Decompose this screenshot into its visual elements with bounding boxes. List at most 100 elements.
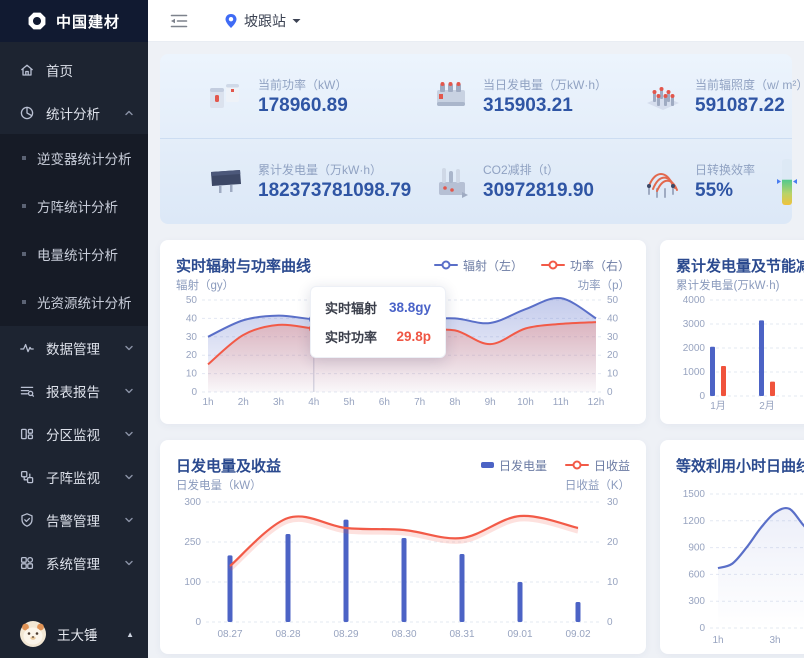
legend-item-daily-revenue[interactable]: 日收益 — [564, 457, 630, 474]
svg-text:4000: 4000 — [683, 295, 706, 306]
sub-item-label: 方阵统计分析 — [37, 200, 118, 215]
stat-conversion-efficiency: 日转换效率 55% — [605, 139, 798, 224]
svg-text:08.31: 08.31 — [449, 629, 474, 640]
axis-labels: 日发电量（kW） 日收益（K） — [176, 476, 630, 494]
svg-text:30: 30 — [186, 332, 198, 343]
sidebar-subitem-light-resource-stats[interactable]: 光资源统计分析 — [0, 278, 148, 326]
svg-text:2月: 2月 — [759, 400, 775, 412]
svg-text:40: 40 — [186, 313, 198, 324]
charts-row-2: 日发电量及收益 日发电量 日收益 日发电量（kW） 日收益（K） 0 100 250… — [160, 440, 804, 654]
sidebar-item-subarray-monitor[interactable]: 子阵监视 — [0, 455, 148, 498]
stat-label: CO2减排（t） — [483, 163, 560, 177]
alarm-shield-icon — [21, 512, 33, 527]
location-pin-icon — [225, 13, 237, 28]
sub-item-label: 逆变器统计分析 — [37, 152, 132, 167]
chart-tooltip: 实时辐射 38.8gy 实时功率 29.8p — [310, 286, 446, 358]
svg-text:10: 10 — [186, 369, 198, 380]
equivalent-hours-chart[interactable]: 0300600900120015001h3h5h — [676, 486, 804, 646]
main: 当前功率（kW） 178960.89 当日发电量（万kW·h） — [148, 42, 804, 658]
chevron-down-icon — [125, 474, 133, 479]
user-menu[interactable]: 王大锤 ▲ — [0, 620, 148, 648]
station-name: 坡跟站 — [244, 12, 286, 29]
svg-text:08.27: 08.27 — [217, 629, 242, 640]
svg-text:9h: 9h — [485, 397, 496, 408]
stats-panel: 当前功率（kW） 178960.89 当日发电量（万kW·h） — [160, 54, 804, 224]
svg-text:30: 30 — [607, 332, 619, 343]
sidebar: 中国建材 首页 统计分析 逆变器统计分析 方阵统计分析 — [0, 0, 148, 658]
svg-text:11h: 11h — [553, 397, 569, 408]
line-marker-icon — [540, 264, 565, 266]
svg-text:10: 10 — [607, 577, 619, 588]
legend-item-daily-generation[interactable]: 日发电量 — [480, 457, 547, 474]
sub-item-label: 电量统计分析 — [37, 248, 118, 263]
tooltip-row: 实时辐射 38.8gy — [325, 300, 431, 316]
system-grid-icon — [20, 556, 34, 569]
tooltip-row: 实时功率 29.8p — [325, 329, 431, 345]
line-marker-icon — [564, 464, 589, 466]
chart-legend: 日发电量 日收益 — [480, 457, 630, 474]
card-daily-generation-revenue: 日发电量及收益 日发电量 日收益 日发电量（kW） 日收益（K） 0 100 250… — [160, 440, 646, 654]
svg-text:5h: 5h — [344, 397, 355, 408]
stat-value: 182373781098.79 — [258, 180, 412, 201]
legend-item-power[interactable]: 功率（右） — [540, 257, 630, 274]
sidebar-item-label: 告警管理 — [46, 513, 100, 529]
sidebar-item-statistics[interactable]: 统计分析 — [0, 91, 148, 134]
svg-text:08.28: 08.28 — [275, 629, 300, 640]
chart-title: 等效利用小时日曲线 — [676, 457, 804, 475]
sidebar-item-data-management[interactable]: 数据管理 — [0, 326, 148, 369]
svg-text:250: 250 — [184, 537, 201, 548]
activity-icon — [20, 343, 34, 352]
bullet-icon — [22, 156, 26, 160]
svg-text:0: 0 — [699, 391, 705, 402]
sidebar-item-home[interactable]: 首页 — [0, 48, 148, 91]
daily-generation-revenue-chart[interactable]: 0 100 250 300 0 10 20 30 08.27 08.28 08.29 08.30 08.… — [176, 494, 630, 640]
solar-panel-icon — [211, 169, 241, 193]
sidebar-subitem-energy-stats[interactable]: 电量统计分析 — [0, 230, 148, 278]
bullet-icon — [22, 252, 26, 256]
axis-labels: 累计发电量(万kW·h) — [676, 276, 804, 294]
svg-text:2h: 2h — [238, 397, 249, 408]
stat-label: 当日发电量（万kW·h） — [483, 77, 607, 92]
sidebar-item-reports[interactable]: 报表报告 — [0, 369, 148, 412]
sidebar-item-alarm-management[interactable]: 告警管理 — [0, 498, 148, 541]
svg-text:12h: 12h — [588, 397, 605, 408]
caret-up-icon: ▲ — [126, 629, 134, 639]
svg-text:3h: 3h — [273, 397, 284, 408]
sidebar-item-partition-monitor[interactable]: 分区监视 — [0, 412, 148, 455]
svg-text:3000: 3000 — [683, 319, 706, 330]
sidebar-subitem-array-stats[interactable]: 方阵统计分析 — [0, 182, 148, 230]
sidebar-item-label: 首页 — [46, 63, 73, 79]
svg-text:09.02: 09.02 — [565, 629, 590, 640]
svg-text:08.30: 08.30 — [391, 629, 416, 640]
svg-text:600: 600 — [688, 569, 705, 580]
home-icon — [21, 64, 33, 76]
legend-item-radiation[interactable]: 辐射（左） — [433, 257, 523, 274]
chevron-down-icon — [125, 388, 133, 393]
chevron-up-icon — [125, 110, 133, 115]
svg-text:6h: 6h — [379, 397, 390, 408]
y-axis-label: 累计发电量(万kW·h) — [676, 280, 780, 292]
svg-text:10h: 10h — [517, 397, 534, 408]
chevron-down-icon — [125, 517, 133, 522]
axis-labels: 辐射（gy） 功率（p） — [176, 276, 630, 294]
statistics-submenu: 逆变器统计分析 方阵统计分析 电量统计分析 光资源统计分析 — [0, 134, 148, 326]
stat-label: 当前功率（kW） — [258, 77, 348, 92]
sidebar-nav: 首页 统计分析 逆变器统计分析 方阵统计分析 电量统计分析 — [0, 42, 148, 584]
sidebar-item-label: 系统管理 — [46, 556, 100, 572]
y-axis-label-right: 日收益（K） — [564, 480, 630, 492]
svg-text:8h: 8h — [449, 397, 460, 408]
svg-text:1h: 1h — [202, 397, 213, 408]
svg-text:1月: 1月 — [710, 400, 726, 412]
sidebar-item-system-management[interactable]: 系统管理 — [0, 541, 148, 584]
chevron-down-icon — [125, 345, 133, 350]
greenhouse-icon — [647, 172, 678, 198]
fold-menu-icon[interactable] — [170, 14, 188, 28]
chevron-down-icon — [125, 560, 133, 565]
sidebar-item-label: 数据管理 — [46, 341, 100, 357]
svg-text:300: 300 — [184, 497, 201, 508]
cumulative-generation-chart[interactable]: 010002000300040001月2月3月 — [676, 294, 804, 412]
sidebar-subitem-inverter-stats[interactable]: 逆变器统计分析 — [0, 134, 148, 182]
pie-chart-icon — [20, 106, 34, 119]
station-selector[interactable]: 坡跟站 — [224, 11, 301, 31]
content-area: 坡跟站 当前功率（kW） 178960.89 — [148, 0, 804, 658]
